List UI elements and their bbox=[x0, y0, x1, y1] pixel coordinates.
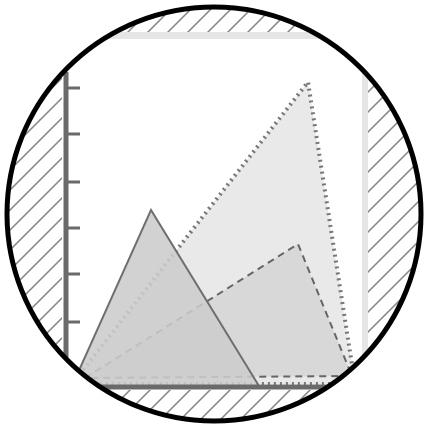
plot-panel-right-border bbox=[362, 32, 368, 390]
plot-panel-top-border bbox=[62, 32, 368, 39]
y-axis-ticks bbox=[66, 86, 80, 324]
lens-ring bbox=[4, 4, 424, 424]
